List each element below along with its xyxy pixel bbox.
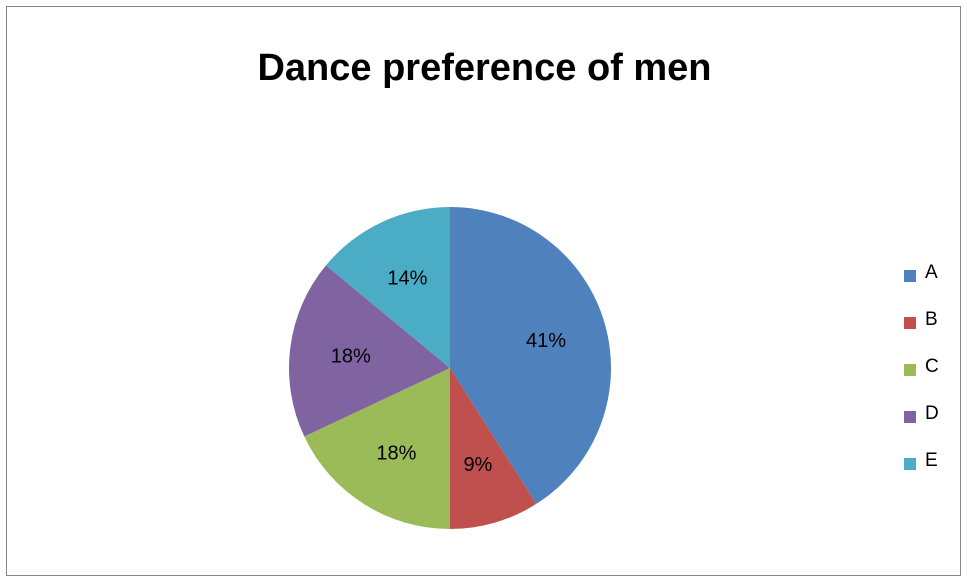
data-label-c: 18% xyxy=(376,442,416,464)
chart-title: Dance preference of men xyxy=(257,47,712,89)
legend: A B C D E xyxy=(904,259,964,494)
legend-label-e: E xyxy=(925,450,938,471)
pie-slice-e xyxy=(325,207,450,368)
legend-label-c: C xyxy=(925,356,939,377)
legend-swatch-e xyxy=(904,458,916,470)
data-label-e: 14% xyxy=(387,268,427,290)
legend-label-d: D xyxy=(925,403,939,424)
chart-frame: Dance preference of men 41% 9% 18% 18% 14% A… xyxy=(6,6,961,576)
legend-swatch-b xyxy=(904,317,916,329)
legend-item-e: E xyxy=(904,447,964,494)
legend-item-a: A xyxy=(904,259,964,306)
pie-slice-c xyxy=(304,368,450,529)
data-label-b: 9% xyxy=(463,454,492,476)
legend-swatch-a xyxy=(904,270,916,282)
legend-swatch-d xyxy=(904,411,916,423)
legend-item-b: B xyxy=(904,306,964,353)
pie-slice-b xyxy=(450,368,537,529)
data-label-a: 41% xyxy=(526,330,566,352)
legend-item-d: D xyxy=(904,400,964,447)
legend-label-a: A xyxy=(925,262,938,283)
pie-plot: 41% 9% 18% 18% 14% xyxy=(289,207,612,529)
pie-slice-d xyxy=(289,265,450,437)
legend-label-b: B xyxy=(925,309,938,330)
legend-swatch-c xyxy=(904,364,916,376)
data-label-d: 18% xyxy=(331,345,371,367)
legend-item-c: C xyxy=(904,353,964,400)
pie-slice-a xyxy=(450,207,612,504)
